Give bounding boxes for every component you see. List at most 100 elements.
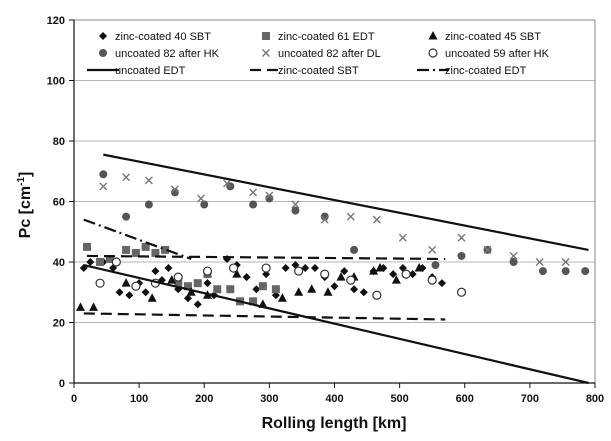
data-point <box>186 287 196 296</box>
data-point <box>271 285 280 294</box>
trend-line <box>83 263 589 385</box>
series-7 <box>87 254 446 261</box>
data-point <box>223 179 232 188</box>
data-point <box>121 278 131 287</box>
data-point <box>408 270 417 279</box>
data-point <box>301 264 310 273</box>
data-point <box>144 176 153 185</box>
data-point <box>561 258 570 266</box>
data-point <box>115 288 124 297</box>
legend-item: zinc-coated EDT <box>417 65 527 77</box>
data-point <box>375 263 385 272</box>
legend-item: zinc-coated 40 SBT <box>99 31 211 43</box>
series-6 <box>103 153 589 251</box>
data-point <box>167 275 177 284</box>
data-point <box>258 282 267 291</box>
data-point <box>346 275 356 285</box>
data-point <box>203 279 212 288</box>
data-point <box>144 200 153 209</box>
x-tick-label: 0 <box>71 393 77 405</box>
data-point <box>86 258 95 266</box>
data-point <box>538 267 547 276</box>
legend-swatch <box>262 32 270 40</box>
legend-label: zinc-coated EDT <box>445 65 527 77</box>
data-point <box>111 257 121 267</box>
data-point <box>183 282 192 291</box>
data-point <box>252 285 261 294</box>
data-point <box>535 258 544 266</box>
legend-item: uncoated 82 after HK <box>99 48 220 60</box>
data-point <box>336 272 346 281</box>
y-axis-title-main: Pc [cm <box>17 186 34 238</box>
data-point <box>340 267 349 276</box>
data-point <box>391 275 401 284</box>
data-point <box>414 263 424 272</box>
series-layer <box>76 153 590 385</box>
data-point <box>427 275 437 285</box>
data-point <box>271 291 280 300</box>
legend-label: zinc-coated SBT <box>278 65 359 77</box>
data-point <box>249 297 258 306</box>
data-point <box>457 251 466 260</box>
data-point <box>346 212 355 221</box>
data-point <box>122 212 131 221</box>
x-tick-label: 800 <box>586 393 604 405</box>
legend-label: zinc-coated 61 EDT <box>278 31 375 43</box>
x-tick-label: 500 <box>390 393 408 405</box>
legend-swatch <box>428 48 438 58</box>
data-point <box>151 248 160 257</box>
data-point <box>261 263 271 273</box>
data-point <box>457 233 466 242</box>
data-point <box>202 266 213 276</box>
data-point <box>89 302 99 311</box>
data-point <box>164 264 173 273</box>
legend-item: zinc-coated 61 EDT <box>262 31 375 43</box>
data-point <box>105 254 114 263</box>
legend-swatch <box>99 49 107 57</box>
data-point <box>173 272 183 282</box>
y-tick-label: 20 <box>53 318 65 330</box>
x-axis-ticks: 0 100 200 300 400 500 600 700 800 <box>71 383 604 405</box>
x-tick-label: 200 <box>195 393 213 405</box>
legend-label: uncoated 82 after DL <box>278 48 381 60</box>
data-point <box>147 293 157 302</box>
y-axis-title-superscript: -1 <box>16 177 27 186</box>
data-point <box>428 245 437 254</box>
x-tick-label: 600 <box>456 393 474 405</box>
data-point <box>249 188 258 197</box>
data-point <box>320 269 330 279</box>
y-tick-label: 80 <box>53 136 65 148</box>
trend-line <box>103 153 589 251</box>
x-tick-label: 700 <box>521 393 539 405</box>
legend-swatch <box>262 49 270 57</box>
y-axis-ticks: 0 20 40 60 80 100 120 <box>47 15 74 390</box>
x-tick-label: 100 <box>130 393 148 405</box>
data-point <box>431 261 440 270</box>
legend-label: zinc-coated 40 SBT <box>115 31 211 43</box>
data-point <box>232 269 242 278</box>
data-point <box>99 182 108 191</box>
data-point <box>141 242 150 251</box>
data-point <box>228 263 239 273</box>
data-point <box>350 245 359 254</box>
data-point <box>141 288 150 297</box>
legend-item: uncoated 59 after HK <box>428 48 550 60</box>
legend-item: zinc-coated 45 SBT <box>428 31 541 43</box>
data-point <box>310 264 319 273</box>
data-point <box>131 248 140 257</box>
data-point <box>193 300 202 309</box>
data-point <box>350 285 359 294</box>
series-8 <box>83 218 192 261</box>
data-point <box>369 266 379 275</box>
data-point <box>372 215 381 224</box>
legend-swatch <box>99 32 107 40</box>
data-point <box>122 245 131 254</box>
data-point <box>83 242 92 251</box>
trend-line <box>87 254 446 261</box>
legend-item: uncoated 82 after DL <box>262 48 381 60</box>
data-point <box>509 258 518 266</box>
data-point <box>291 206 300 215</box>
data-point <box>174 279 183 288</box>
data-point <box>183 294 192 303</box>
